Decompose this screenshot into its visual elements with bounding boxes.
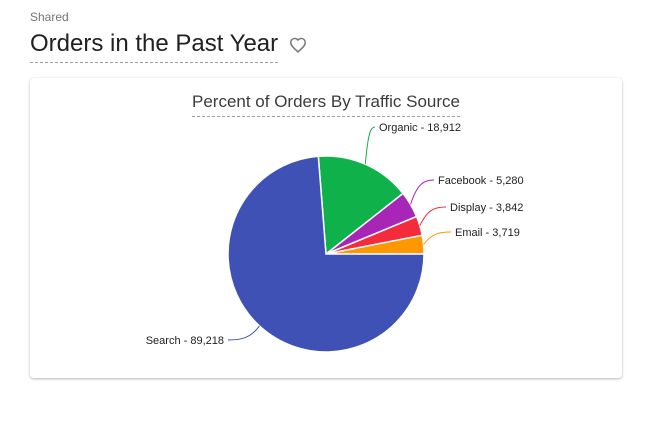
- chart-card: Percent of Orders By Traffic Source Emai…: [30, 78, 622, 378]
- leader-line-organic: [364, 126, 376, 165]
- pie-slice-search[interactable]: [227, 155, 425, 353]
- leader-line-display: [419, 206, 447, 226]
- slice-label-display: Display - 3,842: [450, 202, 523, 214]
- leader-line-facebook: [410, 179, 435, 205]
- slice-label-email: Email - 3,719: [455, 227, 520, 239]
- slice-label-facebook: Facebook - 5,280: [438, 175, 524, 187]
- leader-line-search: [227, 325, 260, 341]
- leader-line-email: [423, 231, 452, 245]
- chart-title-text[interactable]: Percent of Orders By Traffic Source: [191, 92, 460, 117]
- title-row: Orders in the Past Year: [30, 30, 308, 63]
- slice-label-organic: Organic - 18,912: [379, 122, 461, 134]
- slice-label-search: Search - 89,218: [146, 335, 224, 347]
- page-title[interactable]: Orders in the Past Year: [30, 30, 279, 63]
- heart-outline-icon[interactable]: [288, 35, 308, 55]
- shared-label: Shared: [30, 10, 69, 24]
- chart-title: Percent of Orders By Traffic Source: [30, 92, 622, 117]
- pie-chart: Email - 3,719 Display - 3,842 Facebook - 5…: [146, 122, 524, 353]
